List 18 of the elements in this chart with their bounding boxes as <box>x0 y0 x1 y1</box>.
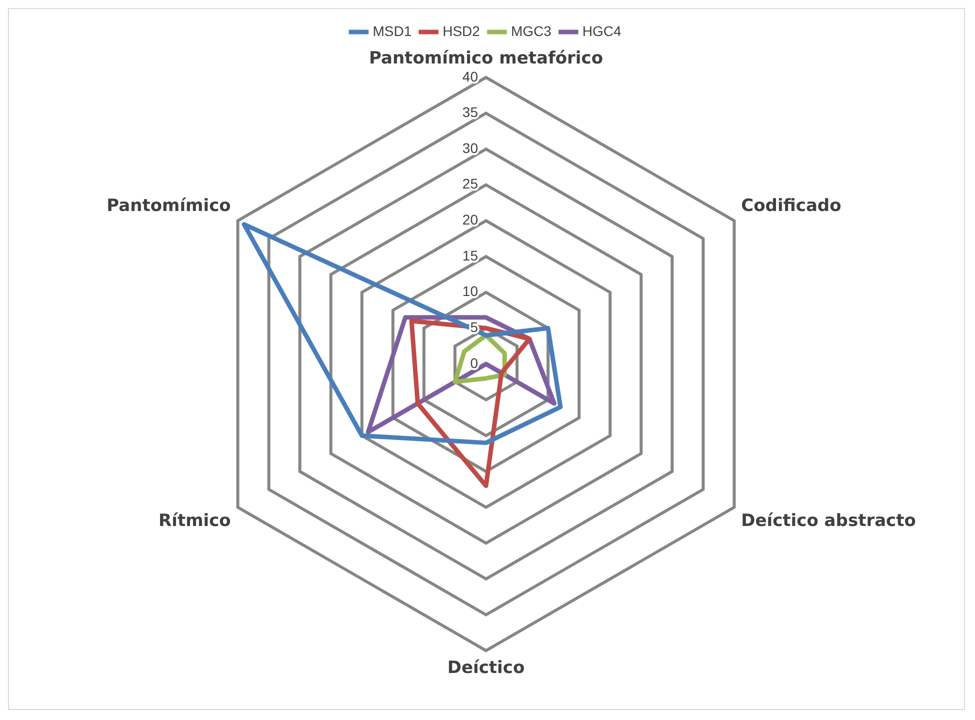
legend-label: MGC3 <box>510 22 552 39</box>
y-tick-label: 15 <box>462 247 478 264</box>
y-tick-label: 35 <box>462 104 478 120</box>
y-tick-label: 10 <box>462 283 478 300</box>
legend-label: HGC4 <box>582 22 622 39</box>
y-tick-label: 25 <box>462 176 478 192</box>
spoke-label: Deíctico <box>447 658 525 678</box>
y-tick-label: 30 <box>462 140 478 156</box>
y-tick-label: 0 <box>470 354 478 371</box>
legend-label: MSD1 <box>372 22 412 39</box>
legend-label: HSD2 <box>442 22 480 39</box>
y-tick-label: 40 <box>462 68 478 84</box>
spoke-label: Pantomímico metafórico <box>368 48 604 69</box>
spoke-label: Codificado <box>741 196 842 216</box>
spoke-label: Pantomímico <box>106 196 231 216</box>
spoke-label: Rítmico <box>158 510 231 531</box>
spoke-label: Deíctico abstracto <box>741 510 916 531</box>
y-tick-label: 20 <box>462 212 478 228</box>
